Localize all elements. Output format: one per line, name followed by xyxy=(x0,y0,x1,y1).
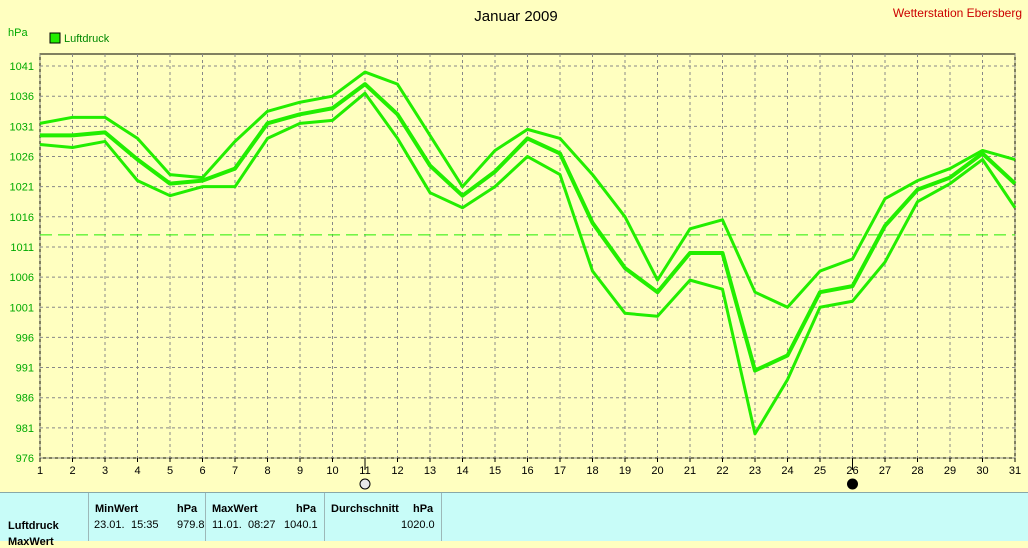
x-tick-label: 16 xyxy=(521,465,533,477)
tick-labels: 9769819869919961001100610111016102110261… xyxy=(10,61,1022,477)
moon-markers xyxy=(359,458,858,490)
y-axis-unit: hPa xyxy=(8,27,28,39)
min-date: 23.01. xyxy=(94,519,125,531)
y-tick-label: 1031 xyxy=(10,121,34,133)
x-tick-label: 21 xyxy=(684,465,696,477)
x-tick-label: 31 xyxy=(1009,465,1021,477)
min-stat-cell: MinWert hPa 23.01. 15:35 979.8 xyxy=(88,493,205,541)
x-tick-label: 30 xyxy=(976,465,988,477)
series-line-min xyxy=(39,91,1017,436)
x-tick-label: 12 xyxy=(391,465,403,477)
y-tick-label: 991 xyxy=(16,363,34,375)
x-tick-label: 24 xyxy=(781,465,793,477)
max-date: 11.01. xyxy=(212,519,242,531)
stats-empty-cell xyxy=(441,493,1028,541)
y-tick-label: 1021 xyxy=(10,182,34,194)
x-tick-label: 25 xyxy=(814,465,826,477)
y-tick-label: 1001 xyxy=(10,302,34,314)
x-tick-label: 20 xyxy=(651,465,663,477)
x-tick-label: 27 xyxy=(879,465,891,477)
x-tick-label: 19 xyxy=(619,465,631,477)
x-tick-label: 23 xyxy=(749,465,761,477)
x-tick-label: 14 xyxy=(456,465,468,477)
pressure-chart: 9769819869919961001100610111016102110261… xyxy=(8,8,1022,490)
x-tick-label: 28 xyxy=(911,465,923,477)
min-unit: hPa xyxy=(177,503,198,515)
y-tick-label: 1041 xyxy=(10,61,34,73)
y-tick-label: 996 xyxy=(16,332,34,344)
x-tick-label: 5 xyxy=(167,465,173,477)
avg-value: 1020.0 xyxy=(401,519,435,531)
x-tick-label: 9 xyxy=(297,465,303,477)
max-value: 1040.1 xyxy=(284,519,318,531)
legend-swatch xyxy=(49,32,61,44)
x-tick-label: 7 xyxy=(232,465,238,477)
series-line-mean xyxy=(40,82,1017,373)
y-tick-label: 1036 xyxy=(10,91,34,103)
y-tick-label: 976 xyxy=(16,453,34,465)
max-unit: hPa xyxy=(296,503,317,515)
y-tick-label: 981 xyxy=(16,423,34,435)
stats-row-label: Luftdruck xyxy=(8,520,59,532)
series-lines xyxy=(39,70,1017,436)
x-tick-label: 10 xyxy=(326,465,338,477)
stats-row-label-2: MaxWert xyxy=(8,536,54,548)
x-tick-label: 2 xyxy=(69,465,75,477)
x-tick-label: 3 xyxy=(102,465,108,477)
y-tick-label: 1026 xyxy=(10,152,34,164)
avg-unit: hPa xyxy=(413,503,434,515)
x-tick-label: 26 xyxy=(846,465,858,477)
x-tick-label: 18 xyxy=(586,465,598,477)
min-value: 979.8 xyxy=(177,519,205,531)
x-tick-label: 29 xyxy=(944,465,956,477)
legend-label: Luftdruck xyxy=(64,33,110,45)
y-tick-label: 1011 xyxy=(10,242,34,254)
series-line-max xyxy=(39,70,1016,309)
max-stat-cell: MaxWert hPa 11.01. 08:27 1040.1 xyxy=(205,493,324,541)
max-time: 08:27 xyxy=(248,519,276,531)
x-tick-label: 22 xyxy=(716,465,728,477)
min-header: MinWert xyxy=(95,503,139,515)
x-tick-label: 1 xyxy=(37,465,43,477)
min-time: 15:35 xyxy=(131,519,159,531)
avg-header: Durchschnitt xyxy=(331,503,399,515)
x-tick-label: 15 xyxy=(489,465,501,477)
stats-panel: Luftdruck MaxWert MinWert hPa 23.01. 15:… xyxy=(0,492,1028,548)
x-tick-label: 4 xyxy=(134,465,140,477)
x-tick-label: 17 xyxy=(554,465,566,477)
avg-stat-cell: Durchschnitt hPa 1020.0 xyxy=(324,493,441,541)
y-tick-label: 1006 xyxy=(10,272,34,284)
max-header: MaxWert xyxy=(212,503,258,515)
new-moon-icon xyxy=(847,478,858,490)
x-tick-label: 11 xyxy=(359,465,370,477)
y-tick-label: 1016 xyxy=(10,212,34,224)
x-tick-label: 6 xyxy=(199,465,205,477)
full-moon-icon xyxy=(359,478,371,490)
x-tick-label: 8 xyxy=(264,465,270,477)
station-name: Wetterstation Ebersberg xyxy=(892,6,1022,20)
y-tick-label: 986 xyxy=(16,393,34,405)
chart-title: Januar 2009 xyxy=(474,8,557,25)
x-tick-label: 13 xyxy=(424,465,436,477)
